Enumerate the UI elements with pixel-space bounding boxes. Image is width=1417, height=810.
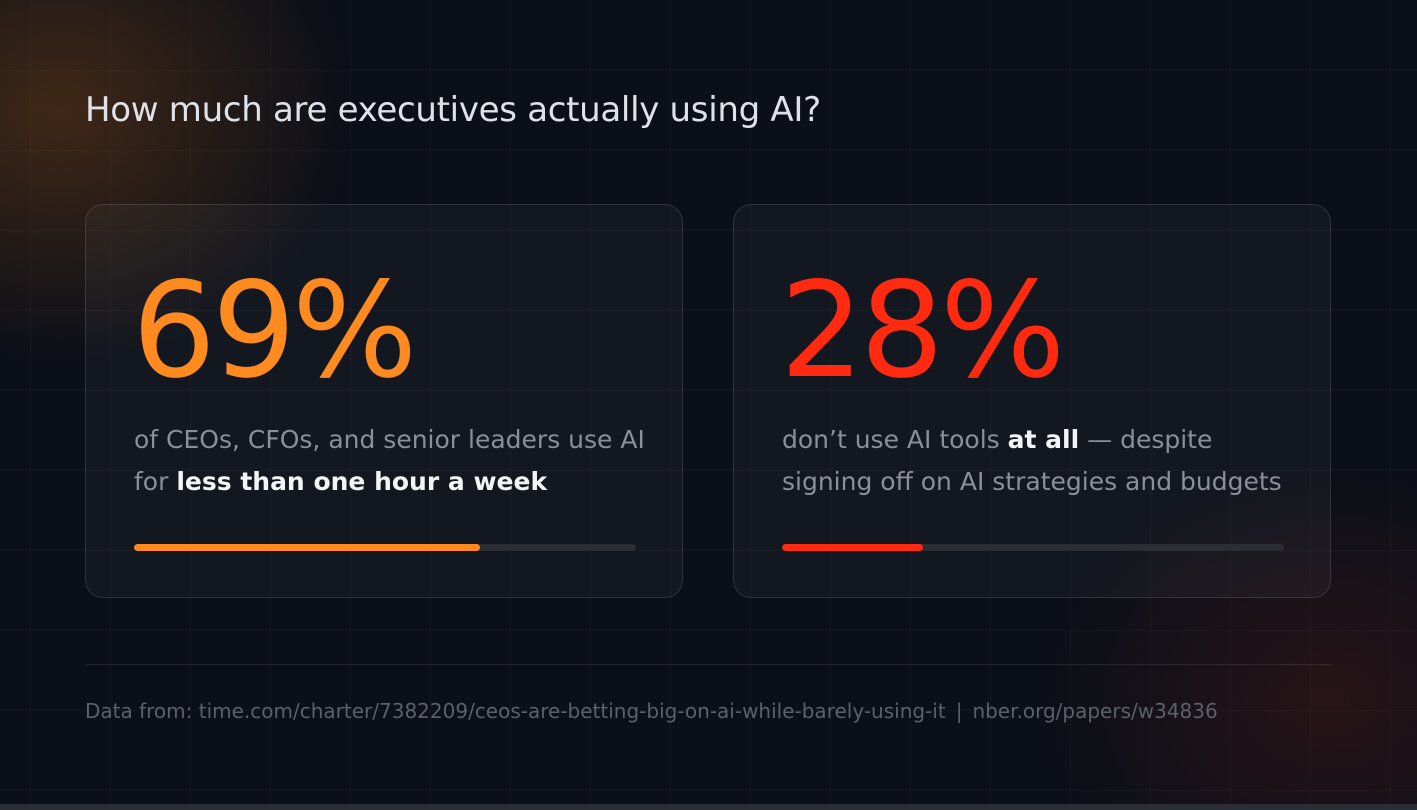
bottom-scrollbar bbox=[0, 804, 1417, 810]
source-prefix: Data from: bbox=[85, 699, 199, 723]
source-footer: Data from: time.com/charter/7382209/ceos… bbox=[85, 699, 1218, 723]
page-title: How much are executives actually using A… bbox=[85, 90, 821, 130]
desc-text: of CEOs, CFOs, and senior leaders use AI… bbox=[134, 425, 645, 496]
source-link-nber[interactable]: nber.org/papers/w34836 bbox=[972, 699, 1218, 723]
desc-text-end: — despite signing off on AI strategies a… bbox=[782, 425, 1282, 496]
stat-card-no-usage: 28% don’t use AI tools at all — despite … bbox=[733, 204, 1331, 598]
source-separator: | bbox=[955, 699, 963, 723]
progress-track bbox=[782, 544, 1284, 551]
progress-fill bbox=[782, 544, 923, 551]
stat-value: 69% bbox=[132, 254, 417, 408]
stat-description: don’t use AI tools at all — despite sign… bbox=[782, 419, 1302, 503]
stat-value: 28% bbox=[780, 254, 1065, 408]
stat-description: of CEOs, CFOs, and senior leaders use AI… bbox=[134, 419, 654, 503]
stat-card-ceo-usage: 69% of CEOs, CFOs, and senior leaders us… bbox=[85, 204, 683, 598]
source-link-time[interactable]: time.com/charter/7382209/ceos-are-bettin… bbox=[198, 699, 946, 723]
desc-text: don’t use AI tools bbox=[782, 425, 1008, 454]
divider bbox=[85, 664, 1332, 665]
progress-fill bbox=[134, 544, 481, 551]
desc-emphasis: less than one hour a week bbox=[176, 467, 548, 496]
progress-track bbox=[134, 544, 636, 551]
desc-emphasis: at all bbox=[1007, 425, 1080, 454]
